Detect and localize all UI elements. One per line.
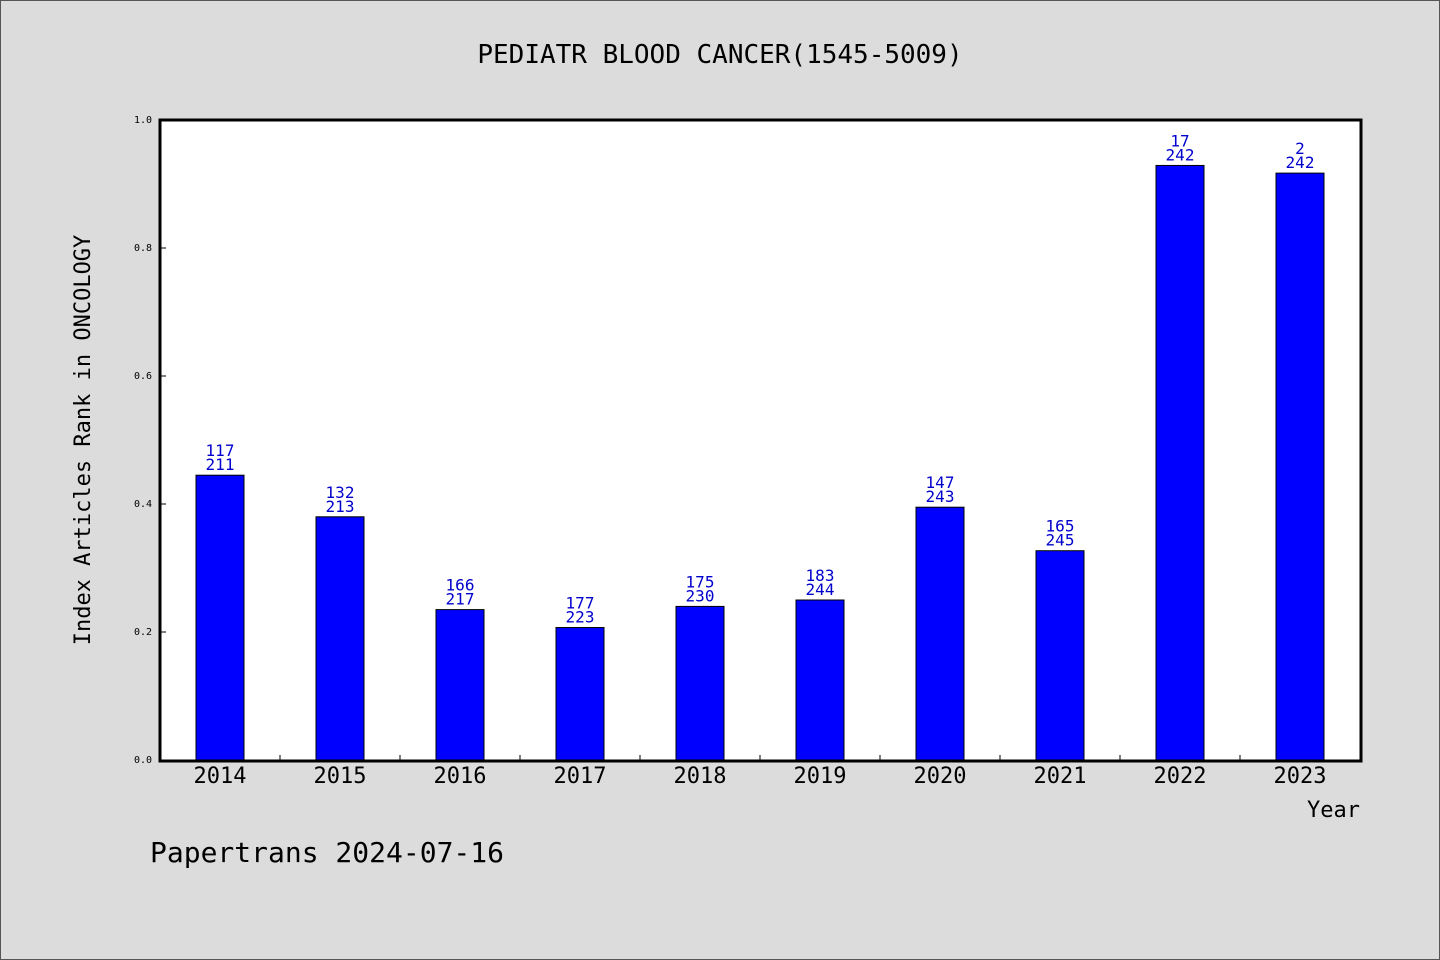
bars-group [195,164,1325,761]
bar-label-bottom-2019: 244 [806,580,835,599]
bar-label-top-2022: 17 [1170,131,1189,150]
bar-2014 [195,474,245,761]
bar-2018 [675,605,725,761]
bar-2021 [1035,550,1085,761]
x-axis-label: Year [1307,798,1360,823]
y-tick-label-0.2: 0.2 [134,627,152,638]
bar-label-top-2014: 117 [206,441,235,460]
y-axis-ticks: 0.0 0.2 0.4 0.6 0.8 1.0 [134,115,166,766]
x-tick-label-2023: 2023 [1274,764,1327,789]
y-tick-label-0.4: 0.4 [134,499,152,510]
x-axis-ticks: 2014 2015 2016 2017 2018 2019 2020 2021 2022 2023 [194,755,1327,789]
bar-2020 [915,506,965,761]
bar-label-bottom-2016: 217 [446,590,475,609]
y-tick-label-0.8: 0.8 [134,243,152,254]
x-tick-label-2018: 2018 [674,764,727,789]
bar-label-top-2016: 166 [446,576,475,595]
bar-label-bottom-2017: 223 [566,608,595,627]
bar-label-bottom-2022: 242 [1166,145,1195,164]
bar-label-top-2019: 183 [806,566,835,585]
bar-2023 [1275,172,1325,761]
bar-2016 [435,609,485,761]
bar-label-top-2015: 132 [326,483,355,502]
x-tick-label-2015: 2015 [314,764,367,789]
bar-2019 [795,599,845,761]
bar-2022 [1155,164,1205,761]
footer-credit: Papertrans 2024-07-16 [150,836,504,869]
chart-title: PEDIATR BLOOD CANCER(1545-5009) [477,40,962,70]
bar-2017 [555,627,605,761]
bar-label-top-2020: 147 [926,473,955,492]
x-tick-label-2020: 2020 [914,764,967,789]
bar-label-bottom-2021: 245 [1046,531,1075,550]
bar-2015 [315,516,365,761]
y-tick-label-0.6: 0.6 [134,371,152,382]
bar-label-top-2021: 165 [1046,517,1075,536]
bar-label-top-2018: 175 [686,572,715,591]
y-tick-label-0.0: 0.0 [134,755,152,766]
bar-label-bottom-2020: 243 [926,487,955,506]
y-tick-label-1.0: 1.0 [134,115,152,126]
x-tick-label-2019: 2019 [794,764,847,789]
x-tick-label-2017: 2017 [554,764,607,789]
bar-label-bottom-2023: 242 [1286,153,1315,172]
x-tick-label-2021: 2021 [1034,764,1087,789]
bar-label-top-2017: 177 [566,594,595,613]
bar-label-bottom-2014: 211 [206,455,235,474]
y-axis-label: Index Articles Rank in ONCOLOGY [71,235,96,646]
x-tick-label-2014: 2014 [194,764,247,789]
bar-label-bottom-2015: 213 [326,497,355,516]
x-tick-label-2016: 2016 [434,764,487,789]
x-tick-label-2022: 2022 [1154,764,1207,789]
bar-label-top-2023: 2 [1295,139,1305,158]
bar-label-bottom-2018: 230 [686,586,715,605]
